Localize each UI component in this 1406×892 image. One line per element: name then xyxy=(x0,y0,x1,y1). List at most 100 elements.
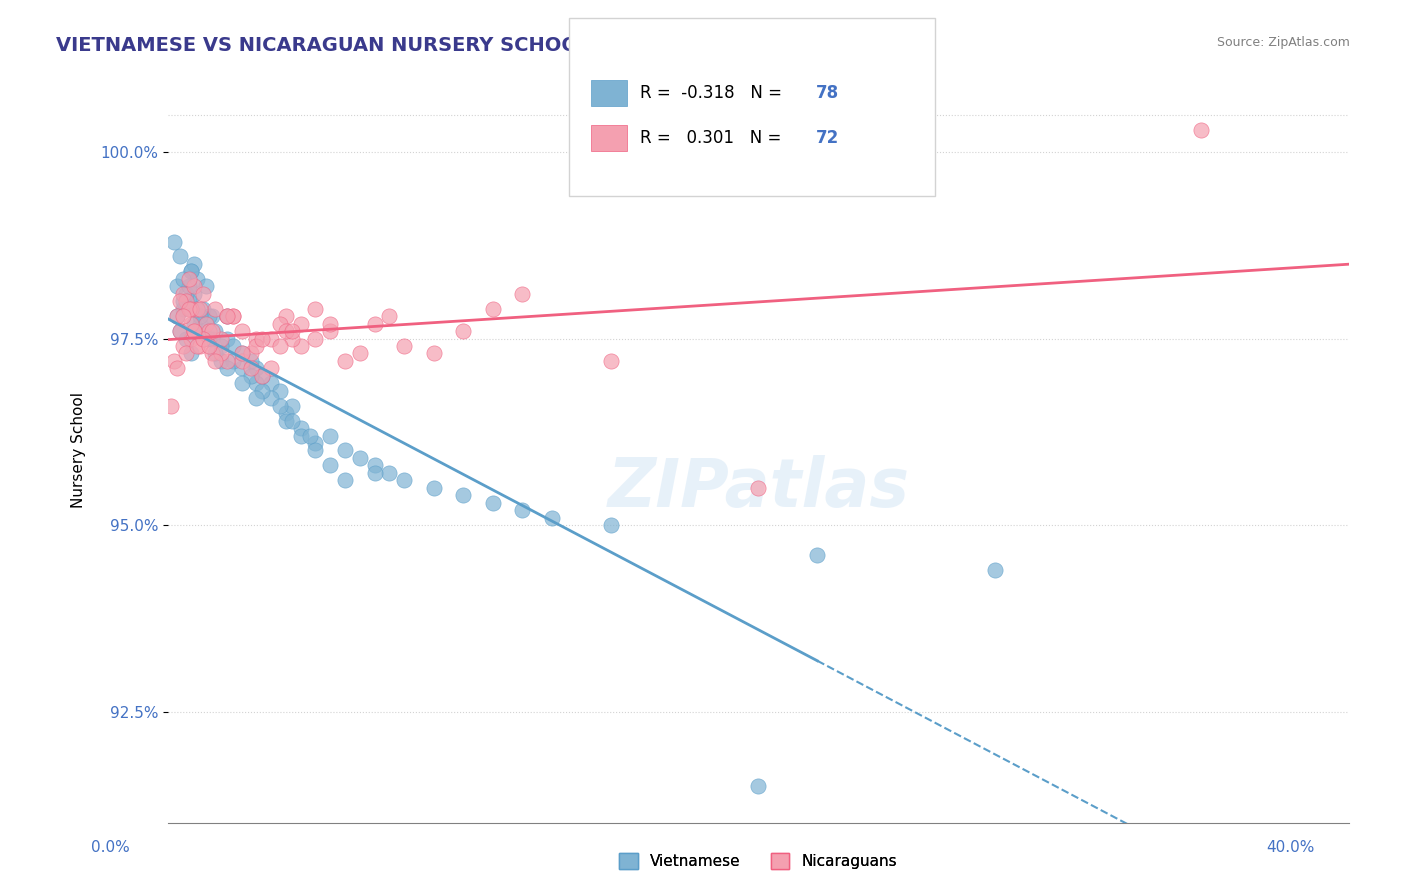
Point xyxy=(177,294,200,309)
Text: 40.0%: 40.0% xyxy=(1267,840,1315,855)
Point xyxy=(172,272,194,286)
Point xyxy=(392,339,415,353)
Point xyxy=(198,339,221,353)
Legend: Vietnamese, Nicaraguans: Vietnamese, Nicaraguans xyxy=(613,847,904,876)
Point xyxy=(204,301,226,316)
Point xyxy=(183,324,205,338)
Point xyxy=(281,324,304,338)
Point xyxy=(159,399,181,413)
Point xyxy=(269,399,291,413)
Point xyxy=(252,368,274,383)
Point xyxy=(599,354,621,368)
Point xyxy=(209,332,232,346)
Point xyxy=(169,294,191,309)
Point xyxy=(215,309,238,323)
Point xyxy=(201,309,224,323)
Point xyxy=(422,346,444,360)
Point xyxy=(169,250,191,264)
Point xyxy=(290,428,312,442)
Point xyxy=(163,235,186,249)
Text: 78: 78 xyxy=(815,84,838,102)
Point xyxy=(193,332,215,346)
Point xyxy=(239,368,262,383)
Point xyxy=(222,354,245,368)
Point xyxy=(174,286,197,301)
Point xyxy=(209,346,232,360)
Point xyxy=(172,294,194,309)
Point xyxy=(183,286,205,301)
Point xyxy=(172,339,194,353)
Point xyxy=(252,332,274,346)
Point xyxy=(245,376,267,391)
Point xyxy=(245,361,267,376)
Point xyxy=(163,354,186,368)
Point xyxy=(290,421,312,435)
Point xyxy=(209,354,232,368)
Point xyxy=(451,488,474,502)
Point xyxy=(1189,122,1212,136)
Point xyxy=(304,332,326,346)
Point xyxy=(195,317,218,331)
Point xyxy=(333,354,356,368)
Point xyxy=(198,309,221,323)
Point xyxy=(215,332,238,346)
Text: 0.0%: 0.0% xyxy=(91,840,131,855)
Point xyxy=(451,324,474,338)
Point xyxy=(378,309,401,323)
Point xyxy=(231,354,253,368)
Point xyxy=(198,324,221,338)
Point xyxy=(378,466,401,480)
Point xyxy=(195,279,218,293)
Point xyxy=(252,368,274,383)
Point xyxy=(215,361,238,376)
Point xyxy=(239,354,262,368)
Text: R =   0.301   N =: R = 0.301 N = xyxy=(640,128,786,146)
Point xyxy=(222,309,245,323)
Point xyxy=(231,346,253,360)
Point xyxy=(183,317,205,331)
Point xyxy=(166,309,188,323)
Text: Source: ZipAtlas.com: Source: ZipAtlas.com xyxy=(1216,36,1350,49)
Point xyxy=(290,317,312,331)
Point xyxy=(269,317,291,331)
Point xyxy=(204,354,226,368)
Point xyxy=(260,391,283,405)
Point xyxy=(319,324,342,338)
Point xyxy=(193,324,215,338)
Point xyxy=(177,279,200,293)
Point xyxy=(747,779,769,793)
Point xyxy=(231,346,253,360)
Point xyxy=(269,384,291,398)
Point xyxy=(599,518,621,533)
Point xyxy=(392,473,415,487)
Point xyxy=(304,301,326,316)
Point xyxy=(174,346,197,360)
Text: ZIPatlas: ZIPatlas xyxy=(607,455,910,521)
Point xyxy=(274,324,297,338)
Point xyxy=(201,324,224,338)
Point xyxy=(215,354,238,368)
Point xyxy=(198,332,221,346)
Point xyxy=(172,286,194,301)
Point xyxy=(252,384,274,398)
Point xyxy=(172,309,194,323)
Point xyxy=(172,301,194,316)
Point xyxy=(169,324,191,338)
Point xyxy=(209,339,232,353)
Point xyxy=(239,361,262,376)
Point xyxy=(174,294,197,309)
Text: R =  -0.318   N =: R = -0.318 N = xyxy=(640,84,787,102)
Point xyxy=(222,309,245,323)
Point xyxy=(333,443,356,458)
Point xyxy=(747,481,769,495)
Y-axis label: Nursery School: Nursery School xyxy=(72,392,86,508)
Point xyxy=(180,301,202,316)
Point xyxy=(188,317,211,331)
Point xyxy=(274,309,297,323)
Point xyxy=(274,406,297,420)
Point xyxy=(186,339,208,353)
Point xyxy=(333,473,356,487)
Point xyxy=(983,563,1005,577)
Point xyxy=(169,324,191,338)
Point xyxy=(245,332,267,346)
